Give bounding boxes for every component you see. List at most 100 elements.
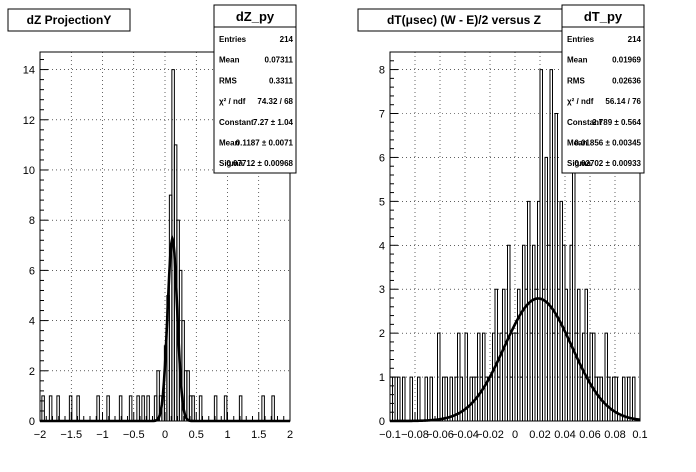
stats-value: 0.02636 [612,76,641,85]
histogram-bin [584,288,588,421]
histogram-panel-2: −0.1 −0.08−0.06−0.04−0.02 0 0.02 0.04 0.06 0.0… [357,4,648,441]
histogram-bin [517,288,521,421]
histogram-bin [271,395,275,421]
chart-title: dZ ProjectionY [27,13,112,27]
x-tick-label: 0.04 [554,429,575,441]
y-tick-label: 0 [379,416,385,428]
stats-label: RMS [219,76,237,85]
y-tick-label: 2 [29,366,35,378]
histogram-bin [48,395,53,421]
y-tick-label: 5 [379,196,385,208]
x-tick-label: −1.5 [60,429,82,441]
y-tick-label: 6 [29,265,35,277]
histogram-bin [527,200,531,421]
stats-box: dT_py Entries 214 Mean 0.01969 RMS 0.02636 χ² /… [561,4,645,174]
x-tick-label: −1 [96,429,109,441]
x-tick-label: 0 [512,429,518,441]
x-tick-label: 1 [224,429,230,441]
histogram-bin [607,376,611,421]
y-tick-label: 4 [379,240,385,252]
histogram-bin [554,113,558,421]
x-tick-label: 0.5 [189,429,204,441]
histogram-bin [68,395,73,421]
histogram-bin [56,395,60,421]
stats-value: 0.01969 [612,56,641,65]
histogram-bin [118,395,123,421]
histogram-bin [402,376,406,421]
x-tick-label: 0.06 [579,429,600,441]
y-tick-label: 4 [29,316,35,328]
x-tick-label: 0 [162,429,168,441]
x-tick-label: −0.02 [476,429,504,441]
stats-label: Mean [567,139,588,148]
x-tick-label: −0.08 [401,429,429,441]
y-tick-label: 2 [379,328,385,340]
x-tick-label: 0.08 [604,429,625,441]
x-tick-label: 0.1 [632,429,647,441]
stats-label: χ² / ndf [567,97,594,106]
y-tick-label: 1 [379,372,385,384]
histogram-bin [632,376,636,421]
stats-value: 214 [280,35,294,44]
histogram-bin [549,69,553,421]
histogram-bin [614,376,618,421]
histogram-bin [444,376,448,421]
x-tick-label: 1.5 [251,429,266,441]
histogram-bin [409,376,413,421]
y-tick-label: 6 [379,152,385,164]
stats-label: Sigma [219,159,244,168]
x-tick-label: 0.02 [529,429,550,441]
histogram-bin [494,288,498,421]
histogram-panel-1: −2 −1.5 −1 −0.5 0 0.5 1 1.5 2 0 2 4 6 8 10 12 14 dZ Proje… [7,4,297,441]
stats-label: RMS [567,76,585,85]
stats-value: 0.3311 [269,76,294,85]
stats-value: 2.789 ± 0.564 [592,118,641,127]
y-tick-label: 12 [23,115,35,127]
y-tick-label: 3 [379,284,385,296]
stats-label: χ² / ndf [219,97,246,106]
histogram-bin [106,395,110,421]
histogram-bin [238,395,243,421]
stats-box-title: dZ_py [236,9,275,24]
y-tick-label: 8 [29,215,35,227]
histogram-bin [397,376,401,421]
y-tick-label: 7 [379,109,385,121]
histogram-bin [261,395,265,421]
stats-value: 0.07311 [265,56,294,65]
y-tick-label: 14 [23,65,35,77]
x-tick-label: 2 [287,429,293,441]
histogram-bin [539,69,543,421]
stats-label: Mean [219,56,240,65]
histogram-bin [141,395,145,421]
stats-value: 56.14 / 76 [605,97,641,106]
histogram-bin [627,376,631,421]
histogram-bin [223,395,228,421]
histogram-bin [198,395,203,421]
x-tick-label: −0.5 [123,429,145,441]
stats-box-frame [561,4,645,174]
stats-label: Sigma [567,159,592,168]
histogram-bin [417,376,421,421]
title-box [7,8,131,32]
stats-box-frame [213,4,297,174]
histogram-bin [449,376,453,421]
stats-label: Entries [567,35,595,44]
histogram-bin [191,395,195,421]
stats-value: 0.07712 ± 0.00968 [226,159,293,168]
stats-value: 74.32 / 68 [257,97,293,106]
histogram-bin [41,395,45,421]
y-tick-label: 0 [29,416,35,428]
chart-title: dT(μsec) (W - E)/2 versus Z [387,13,541,27]
stats-value: 0.1187 ± 0.0071 [236,139,294,148]
x-tick-label: −0.06 [426,429,454,441]
histogram-bin [96,395,100,421]
histogram-bin [213,395,218,421]
stats-label: Constant [219,118,254,127]
histogram-bin [577,288,581,421]
histogram-bin [146,395,150,421]
stats-label: Mean [219,139,240,148]
x-tick-label: −0.04 [451,429,479,441]
histogram-bin [437,332,441,421]
stats-value: 7.27 ± 1.04 [253,118,294,127]
